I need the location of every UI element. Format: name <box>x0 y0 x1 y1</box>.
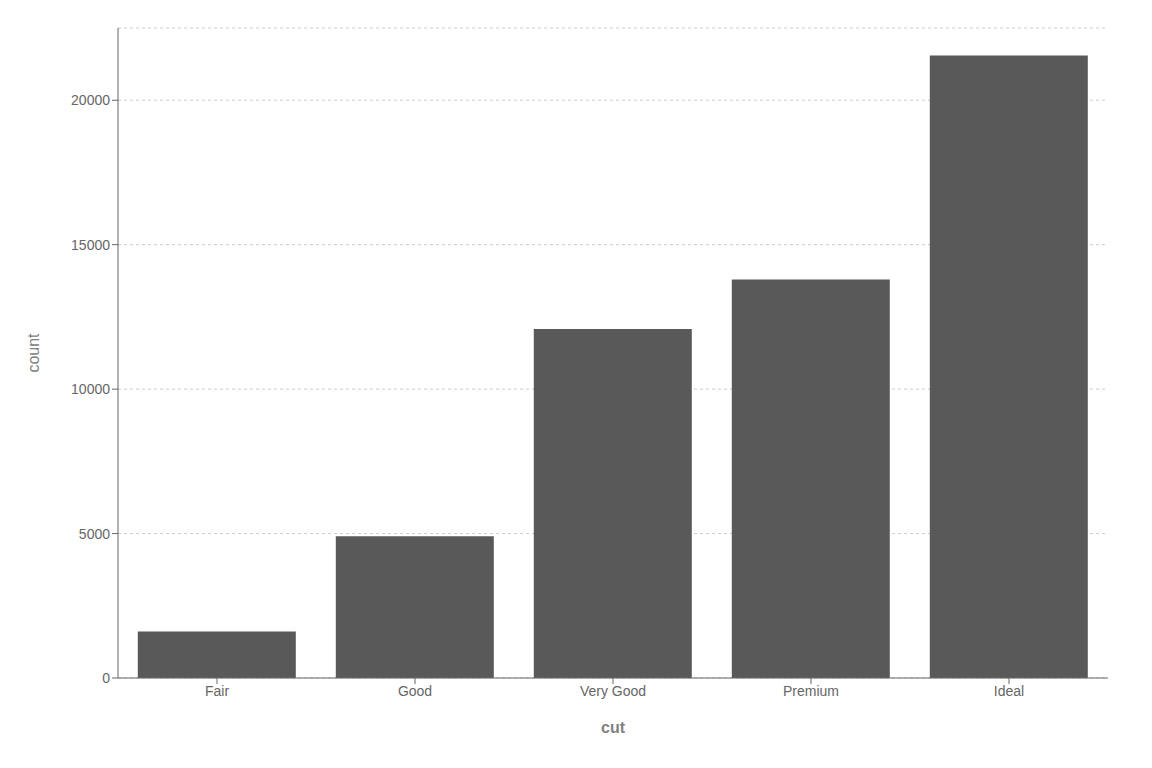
svg-text:0: 0 <box>102 670 110 686</box>
svg-text:Fair: Fair <box>205 683 229 699</box>
svg-text:Good: Good <box>398 683 432 699</box>
svg-text:5000: 5000 <box>79 526 110 542</box>
svg-text:count: count <box>25 333 42 373</box>
svg-text:15000: 15000 <box>71 237 110 253</box>
svg-text:10000: 10000 <box>71 381 110 397</box>
svg-text:cut: cut <box>601 719 626 736</box>
svg-text:Ideal: Ideal <box>994 683 1024 699</box>
svg-text:Very Good: Very Good <box>580 683 646 699</box>
svg-text:Premium: Premium <box>783 683 839 699</box>
svg-text:20000: 20000 <box>71 92 110 108</box>
